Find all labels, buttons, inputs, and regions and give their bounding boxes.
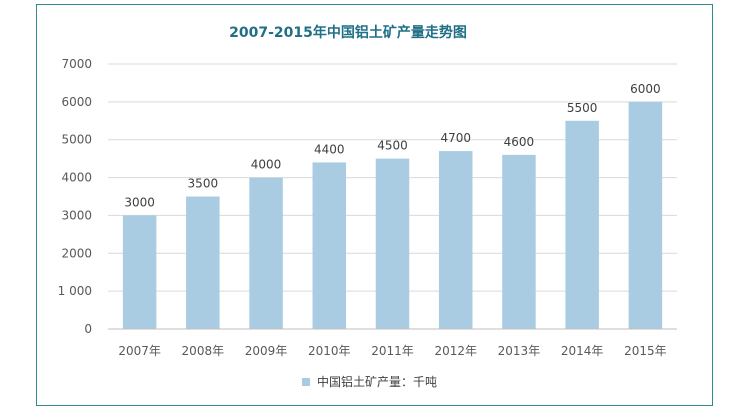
bar — [438, 151, 473, 329]
bar — [375, 158, 410, 329]
data-label: 6000 — [630, 82, 661, 96]
data-label: 4700 — [440, 131, 471, 145]
y-tick-label: 1 000 — [58, 284, 92, 298]
chart-title: 2007-2015年中国铝土矿产量走势图 — [229, 24, 467, 41]
chart-frame — [36, 4, 713, 406]
x-tick-label: 2007年 — [118, 344, 161, 358]
x-tick-label: 2012年 — [434, 344, 477, 358]
bar — [122, 215, 157, 329]
y-tick-label: 7000 — [61, 57, 92, 71]
data-label: 4500 — [377, 139, 408, 153]
bar — [249, 177, 283, 329]
y-tick-label: 5000 — [61, 133, 92, 147]
data-label: 5500 — [567, 101, 598, 115]
x-tick-label: 2015年 — [624, 344, 667, 358]
y-tick-label: 2000 — [61, 246, 92, 260]
data-label: 3000 — [124, 195, 155, 209]
x-tick-label: 2013年 — [498, 344, 541, 358]
x-tick-label: 2009年 — [245, 344, 288, 358]
y-tick-label: 4000 — [61, 171, 92, 185]
data-label: 3500 — [188, 177, 219, 191]
x-tick-label: 2010年 — [308, 344, 351, 358]
bar — [502, 154, 536, 329]
data-label: 4600 — [504, 135, 535, 149]
x-tick-label: 2014年 — [561, 344, 604, 358]
bar — [312, 162, 347, 329]
y-tick-label: 3000 — [61, 208, 92, 222]
bar — [565, 120, 599, 330]
legend-swatch — [302, 378, 310, 386]
x-tick-label: 2008年 — [182, 344, 225, 358]
bar — [628, 101, 663, 329]
data-label: 4000 — [251, 158, 282, 172]
data-label: 4400 — [314, 142, 345, 156]
x-tick-label: 2011年 — [371, 344, 414, 358]
y-tick-label: 6000 — [61, 95, 92, 109]
legend-label: 中国铝土矿产量：千吨 — [317, 374, 437, 389]
bar — [186, 196, 220, 329]
y-tick-label: 0 — [84, 322, 92, 336]
